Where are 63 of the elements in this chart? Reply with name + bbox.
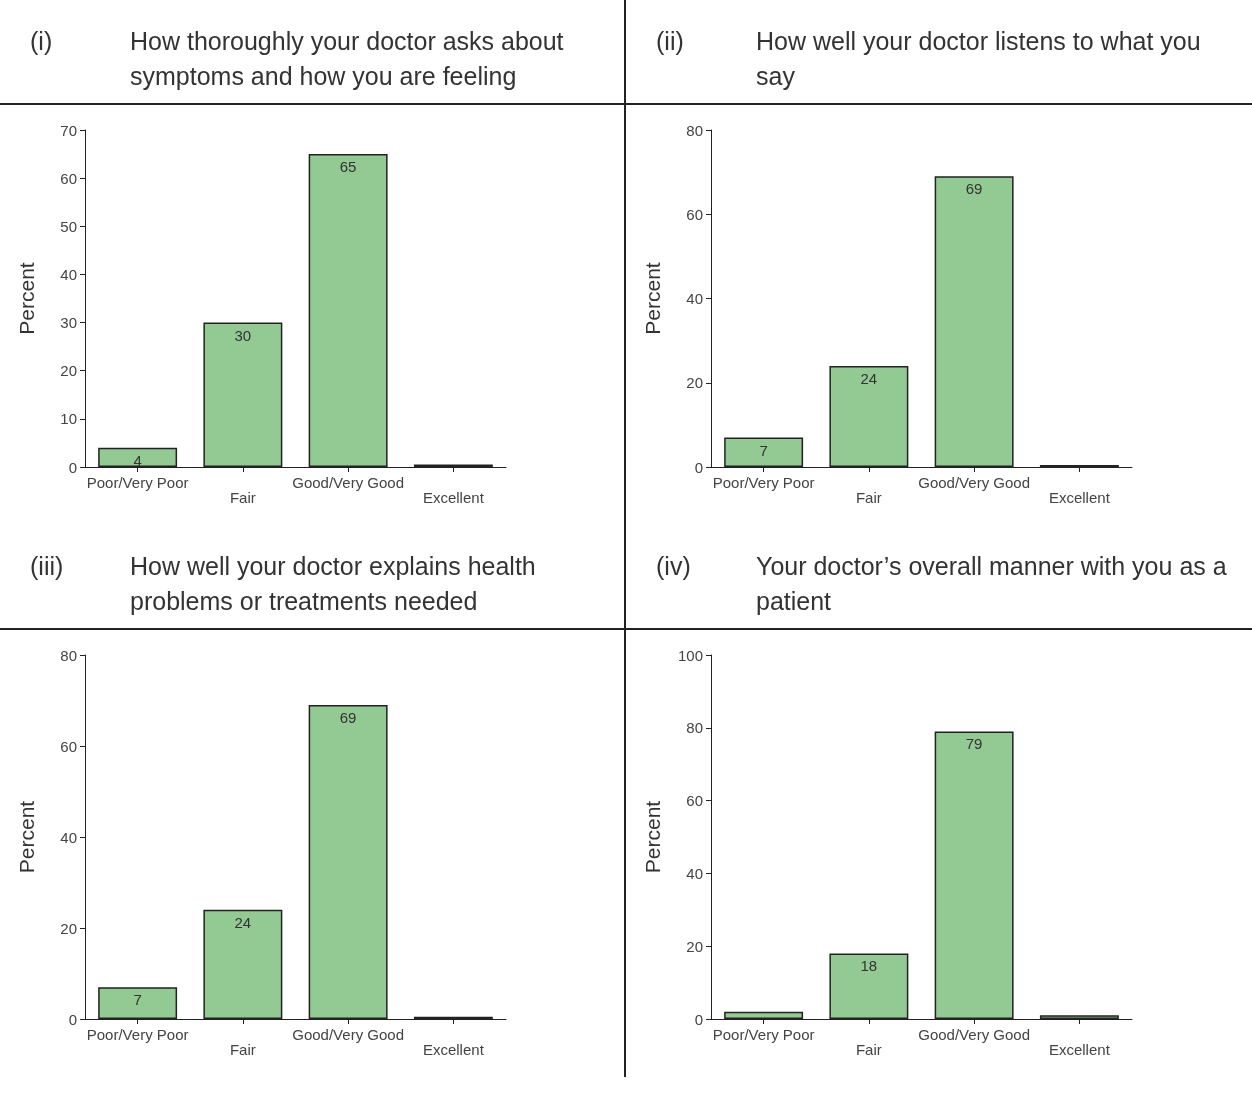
x-tick-label: Excellent xyxy=(422,1041,485,1058)
y-axis-title: Percent xyxy=(15,800,38,874)
data-label: 65 xyxy=(339,158,357,176)
y-tick-label: 70 xyxy=(60,121,77,139)
y-tick-label: 40 xyxy=(60,265,77,283)
y-tick-label: 80 xyxy=(60,646,77,664)
y-tick-label: 40 xyxy=(686,864,703,882)
data-label: 4 xyxy=(133,451,142,469)
y-tick-label: 10 xyxy=(60,410,77,428)
data-label: 30 xyxy=(234,326,252,344)
x-tick-label: Fair xyxy=(229,1041,256,1058)
y-axis-title: Percent xyxy=(15,262,38,335)
text: (iv) xyxy=(656,551,692,582)
x-tick-label: Poor/Very Poor xyxy=(712,474,815,491)
chart-title: How well your doctor listens to what you say xyxy=(756,26,1202,92)
y-tick-label: 40 xyxy=(686,290,703,307)
x-tick-label: Good/Very Good xyxy=(292,474,404,491)
data-label: 7 xyxy=(133,991,142,1009)
y-tick-label: 20 xyxy=(60,919,77,937)
y-tick-label: 60 xyxy=(686,792,703,810)
y-tick-label: 0 xyxy=(694,1010,703,1028)
chart-title: How well your doctor explains health problems or treatments needed xyxy=(130,551,537,617)
y-tick-label: 20 xyxy=(60,362,77,380)
x-tick-label: Excellent xyxy=(422,489,485,506)
x-tick-label: Fair xyxy=(229,489,256,506)
x-tick-label: Good/Very Good xyxy=(918,1026,1030,1043)
y-tick-label: 0 xyxy=(68,458,77,476)
data-label: 69 xyxy=(965,180,983,198)
y-tick-label: 60 xyxy=(60,737,77,755)
x-tick-label: Fair xyxy=(855,489,882,506)
x-tick-label: Poor/Very Poor xyxy=(86,1026,189,1043)
data-label: 79 xyxy=(965,735,983,753)
y-tick-label: 20 xyxy=(686,937,703,955)
y-tick-label: 60 xyxy=(60,169,77,187)
data-label: 18 xyxy=(860,957,878,975)
y-tick-label: 20 xyxy=(686,374,703,392)
data-label: 24 xyxy=(234,913,252,931)
x-tick-label: Poor/Very Poor xyxy=(712,1026,815,1043)
data-label: 24 xyxy=(860,369,878,387)
chart-title: Your doctor’s overall manner with you as a patient xyxy=(756,551,1228,617)
y-tick-label: 0 xyxy=(68,1010,77,1028)
x-tick-label: Poor/Very Poor xyxy=(86,474,189,491)
y-tick-label: 60 xyxy=(686,205,703,223)
y-axis-title: Percent xyxy=(641,262,664,335)
y-tick-label: 80 xyxy=(686,719,703,737)
x-tick-label: Good/Very Good xyxy=(292,1026,404,1043)
y-axis-title: Percent xyxy=(641,800,664,874)
x-tick-label: Excellent xyxy=(1048,1041,1111,1058)
data-label: 69 xyxy=(339,709,357,727)
y-tick-label: 40 xyxy=(60,828,77,846)
data-label: 7 xyxy=(759,441,768,459)
text: (ii) xyxy=(656,26,685,57)
text: (iii) xyxy=(30,551,65,582)
y-tick-label: 30 xyxy=(60,314,77,332)
x-tick-label: Good/Very Good xyxy=(918,474,1030,491)
y-tick-label: 0 xyxy=(694,458,703,476)
x-tick-label: Excellent xyxy=(1048,489,1111,506)
text: (i) xyxy=(30,26,54,57)
x-tick-label: Fair xyxy=(855,1041,882,1058)
chart-title: How thoroughly your doctor asks about symptoms and how you are feeling xyxy=(130,26,565,92)
y-tick-label: 100 xyxy=(677,646,703,664)
y-tick-label: 80 xyxy=(686,121,703,139)
y-tick-label: 50 xyxy=(60,217,77,235)
